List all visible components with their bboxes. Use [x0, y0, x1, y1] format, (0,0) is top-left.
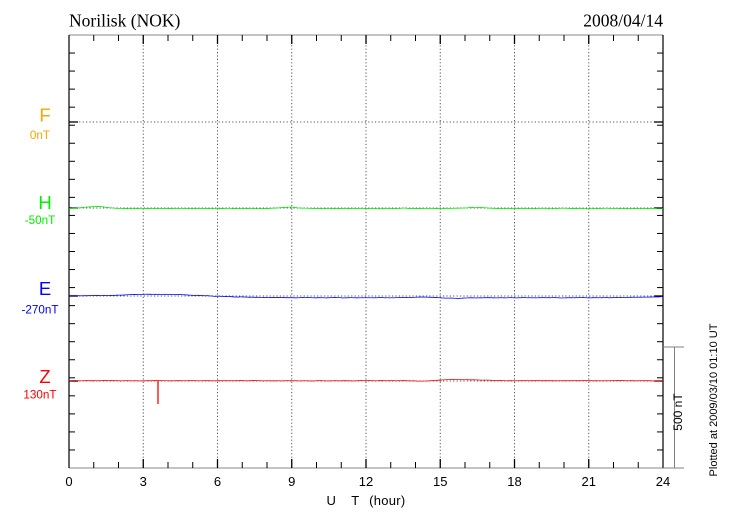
svg-text:-50nT: -50nT [25, 214, 56, 227]
svg-text:Norilisk (NOK): Norilisk (NOK) [69, 11, 180, 31]
svg-text:U T (hour): U T (hour) [326, 493, 405, 508]
svg-text:18: 18 [507, 474, 521, 489]
svg-text:F: F [39, 104, 50, 125]
svg-text:6: 6 [214, 474, 221, 489]
svg-text:Z: Z [39, 366, 50, 387]
svg-text:24: 24 [656, 474, 670, 489]
svg-text:21: 21 [582, 474, 596, 489]
svg-text:130nT: 130nT [23, 389, 56, 402]
svg-text:-270nT: -270nT [21, 304, 58, 317]
svg-text:2008/04/14: 2008/04/14 [583, 11, 663, 31]
svg-text:3: 3 [140, 474, 147, 489]
svg-text:15: 15 [433, 474, 447, 489]
svg-text:0nT: 0nT [30, 129, 50, 142]
svg-text:Plotted at 2009/03/10 01:10 UT: Plotted at 2009/03/10 01:10 UT [708, 323, 720, 476]
svg-text:E: E [39, 278, 51, 299]
svg-text:12: 12 [359, 474, 373, 489]
svg-text:500 nT: 500 nT [671, 393, 685, 431]
svg-text:9: 9 [288, 474, 295, 489]
svg-text:0: 0 [65, 474, 72, 489]
svg-text:H: H [38, 192, 51, 213]
